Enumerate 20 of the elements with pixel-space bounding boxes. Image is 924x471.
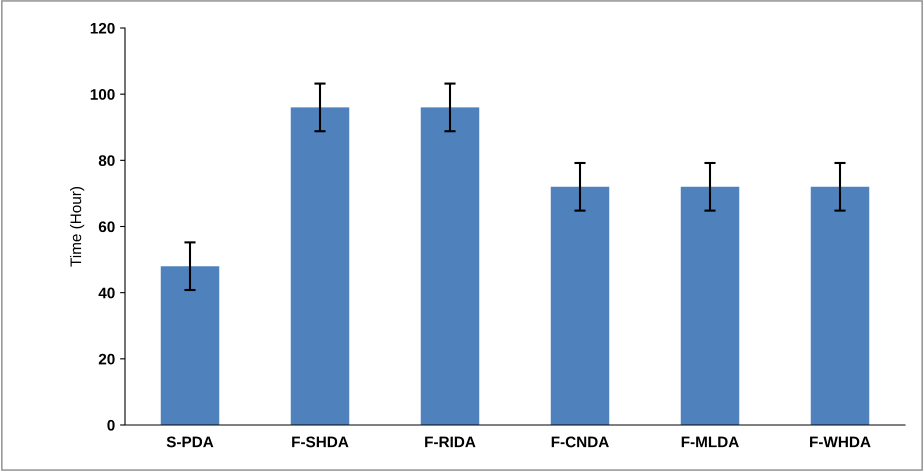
bar — [810, 186, 870, 425]
y-tick-label: 40 — [98, 288, 115, 298]
y-tick-label: 20 — [98, 354, 115, 365]
y-tick-label: 60 — [98, 221, 115, 232]
y-tick-label: 100 — [90, 89, 115, 100]
bar — [550, 186, 610, 425]
x-tick-label: F-SHDA — [292, 436, 348, 448]
bar — [420, 107, 480, 425]
bar — [290, 107, 350, 425]
y-tick-label: 0 — [107, 420, 115, 431]
y-tick-label: 80 — [98, 155, 115, 166]
x-tick-label: F-WHDA — [810, 436, 871, 448]
y-axis-title: Time (Hour) — [70, 186, 84, 267]
x-tick-label: F-CNDA — [552, 436, 609, 448]
bar — [160, 266, 220, 425]
bar — [680, 186, 740, 425]
x-tick-label: F-RIDA — [425, 436, 476, 448]
x-tick-label: F-MLDA — [682, 436, 739, 448]
x-tick-label: S-PDA — [166, 436, 214, 448]
y-tick-label: 120 — [90, 22, 115, 34]
